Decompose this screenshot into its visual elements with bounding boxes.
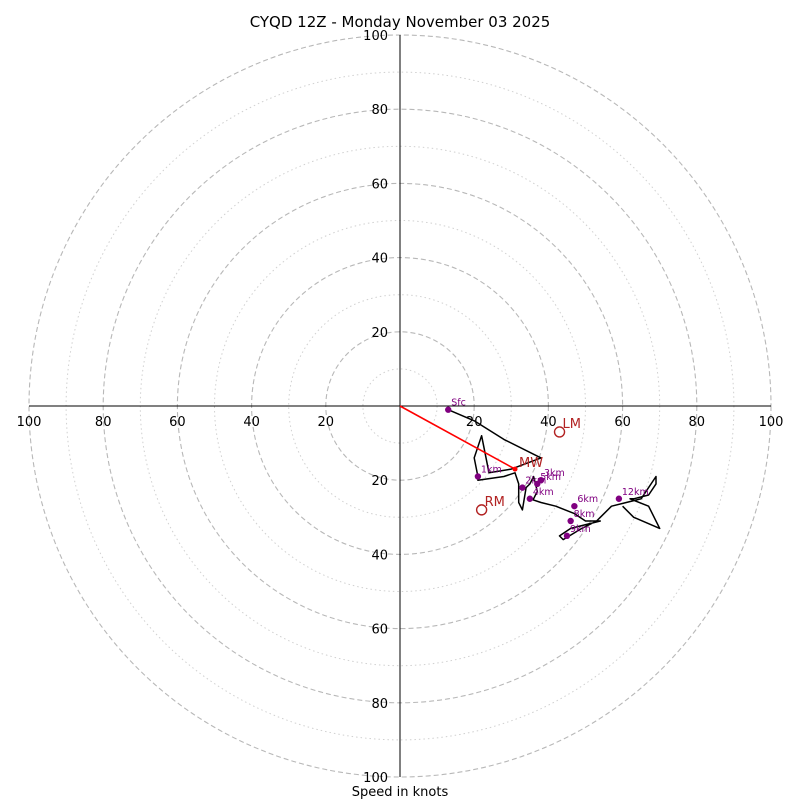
height-marker-label: 8km (574, 509, 595, 520)
right-mover-circle (475, 504, 488, 516)
height-marker-label: 12km (622, 487, 649, 498)
height-marker-dot (526, 495, 534, 502)
height-marker-1km: 1km (474, 464, 502, 480)
tick-right-100: 100 (759, 415, 784, 430)
height-marker-label: 6km (577, 494, 598, 505)
right-mover-marker: RM (475, 495, 505, 516)
height-marker-2km: 2km (519, 476, 546, 491)
tick-bottom-100: 100 (363, 771, 388, 786)
tick-labels: 20 40 60 80 100 20 40 60 80 100 100 80 60 40 20 20 40 60 8… (17, 29, 784, 786)
height-marker-9km: 9km (563, 524, 591, 540)
mean-wind-marker: MW (512, 456, 543, 472)
tick-right-60: 60 (614, 415, 631, 430)
tick-top-60: 60 (371, 177, 388, 192)
left-mover-label: LM (563, 417, 581, 432)
tick-bottom-60: 60 (371, 623, 388, 638)
tick-right-20: 20 (466, 415, 483, 430)
tick-left-80: 80 (95, 415, 112, 430)
hodograph-trace (447, 409, 661, 541)
tick-bottom-40: 40 (371, 548, 388, 563)
height-marker-dot (563, 532, 571, 540)
tick-top-20: 20 (371, 326, 388, 341)
right-mover-label: RM (485, 495, 505, 510)
height-marker-label: 2km (525, 476, 546, 487)
height-marker-sfc: Sfc (445, 398, 466, 413)
tick-top-100: 100 (363, 29, 388, 44)
tick-left-100: 100 (17, 415, 42, 430)
height-marker-dot (519, 484, 526, 491)
tick-left-20: 20 (318, 415, 335, 430)
tick-left-40: 40 (243, 415, 260, 430)
x-axis-label: Speed in knots (352, 785, 449, 800)
height-marker-5km: 5km (534, 472, 561, 488)
tick-bottom-80: 80 (371, 697, 388, 712)
left-mover-circle (553, 426, 566, 438)
height-marker-dot (534, 480, 541, 488)
tick-left-60: 60 (169, 415, 186, 430)
height-marker-dot (567, 517, 574, 525)
height-marker-dot (571, 502, 578, 510)
height-marker-dot (445, 406, 452, 413)
storm-motion-markers: MW LM RM (475, 417, 581, 516)
height-marker-label: 5km (540, 472, 561, 483)
mean-wind-dot (512, 466, 518, 472)
height-marker-8km: 8km (567, 509, 595, 525)
hodograph-line (447, 409, 661, 541)
height-marker-label: 9km (570, 524, 591, 535)
left-mover-marker: LM (553, 417, 581, 438)
height-marker-label: 4km (533, 487, 554, 498)
chart-title: CYQD 12Z - Monday November 03 2025 (250, 13, 551, 31)
height-marker-12km: 12km (615, 487, 649, 502)
height-marker-label: 1km (481, 464, 502, 475)
height-marker-dot (615, 495, 623, 502)
height-marker-dot (474, 473, 482, 480)
mean-wind-label: MW (519, 456, 543, 471)
height-marker-6km: 6km (571, 494, 598, 510)
height-marker-label: 3km (544, 468, 565, 479)
tick-top-80: 80 (371, 103, 388, 118)
mean-wind-vector (399, 405, 516, 470)
tick-right-80: 80 (689, 415, 706, 430)
tick-bottom-20: 20 (371, 474, 388, 489)
tick-top-40: 40 (371, 252, 388, 267)
mean-wind-vector-line (399, 405, 516, 470)
height-marker-label: Sfc (451, 398, 466, 409)
tick-right-40: 40 (540, 415, 557, 430)
height-marker-4km: 4km (526, 487, 554, 502)
